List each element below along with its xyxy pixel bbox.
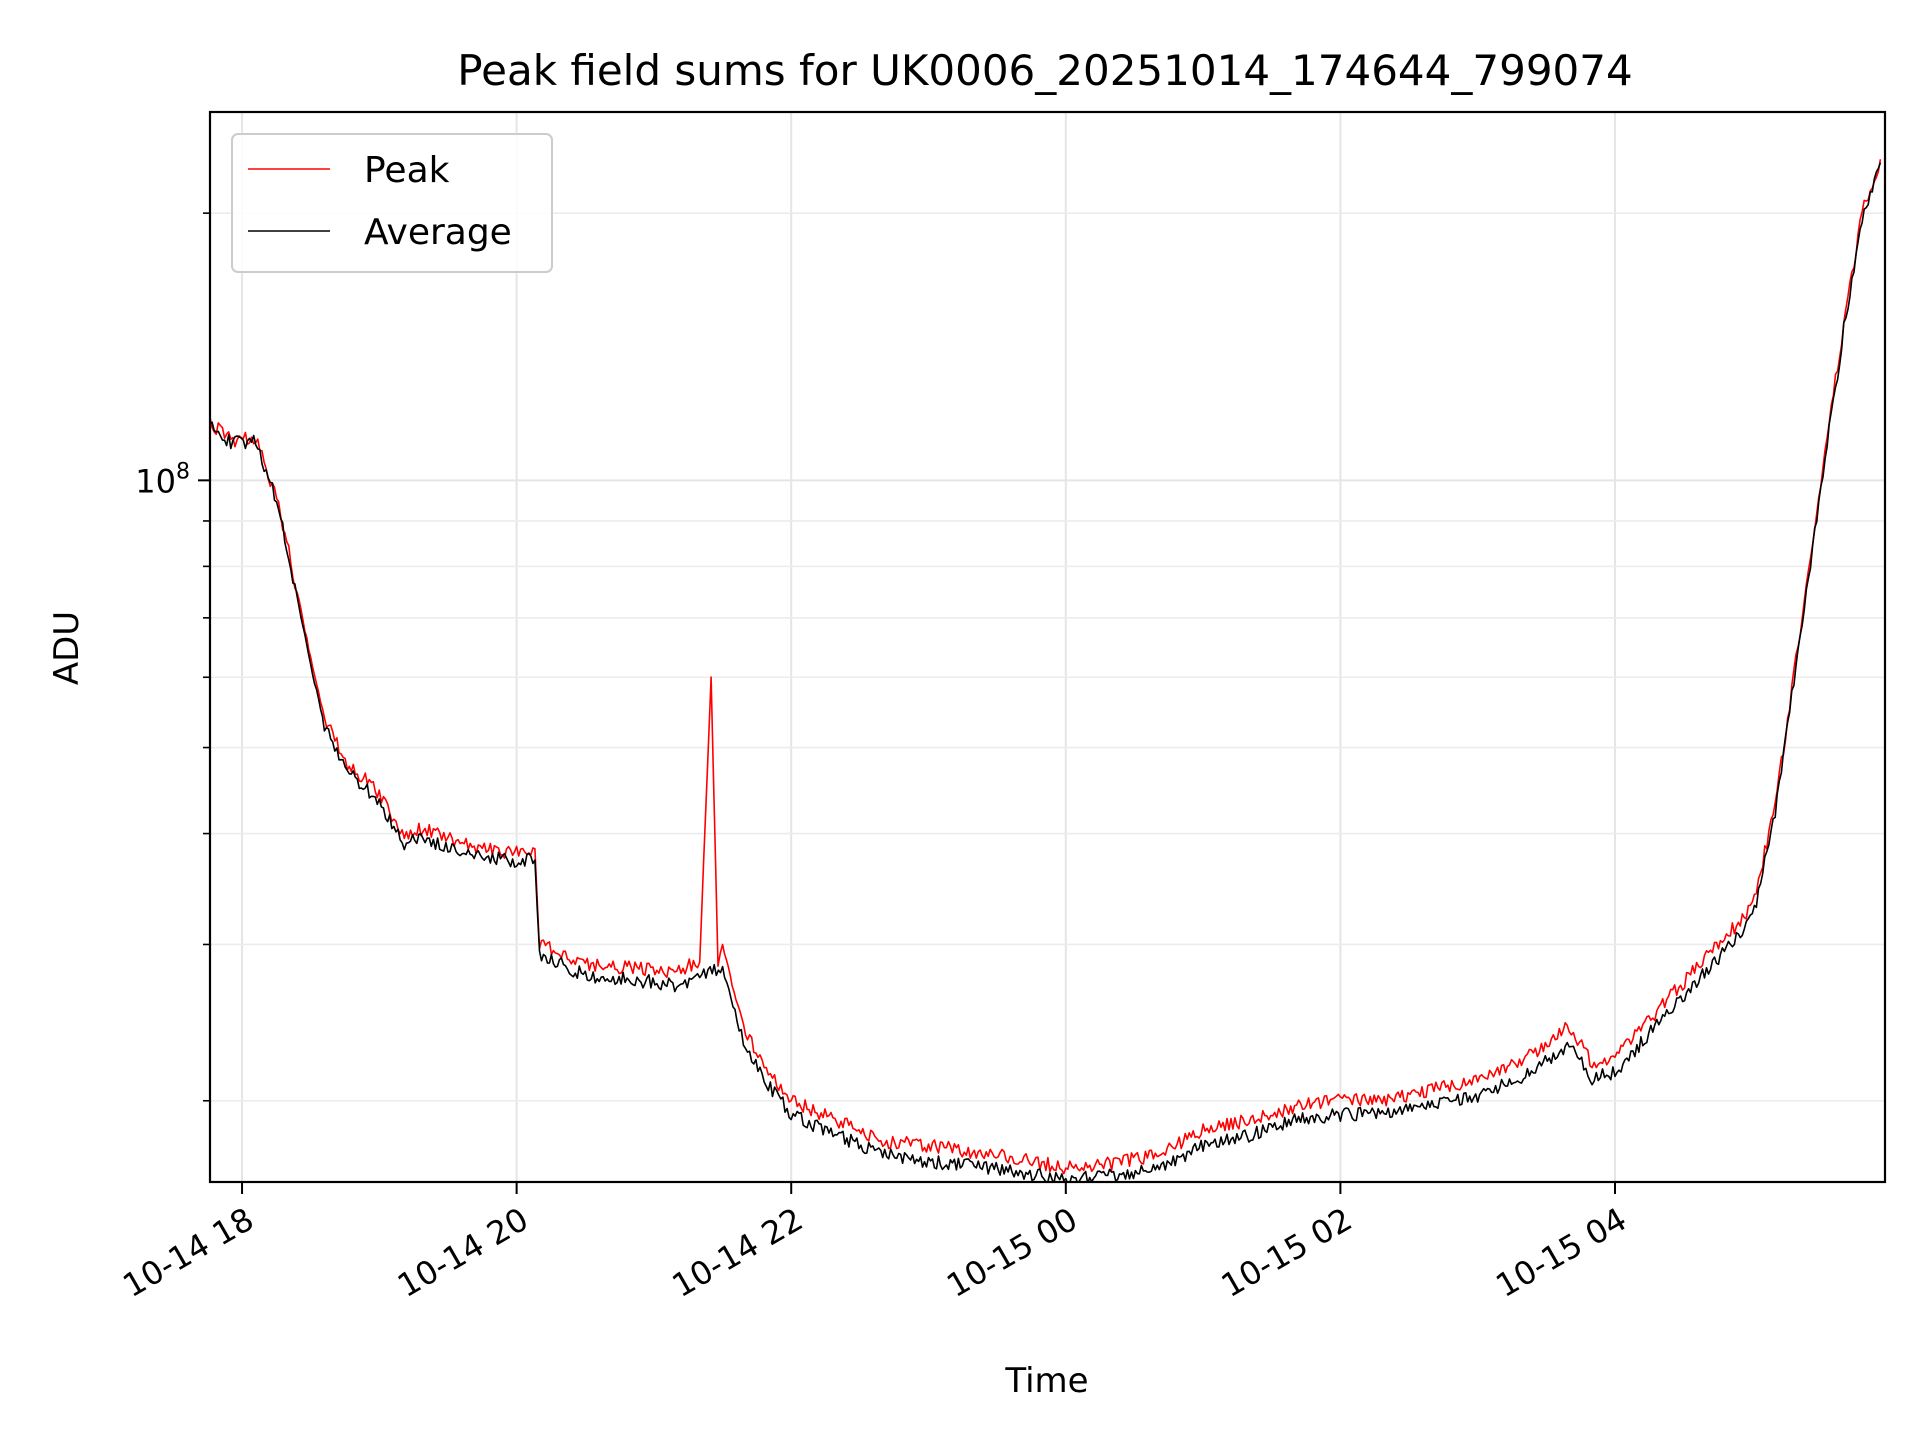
legend-label-average: Average	[364, 212, 512, 253]
y-axis-label: ADU	[47, 611, 87, 685]
plot-frame	[208, 110, 1887, 1184]
series-layer	[210, 159, 1882, 1182]
x-axis-label: Time	[1004, 1361, 1088, 1401]
series-line-peak	[210, 159, 1882, 1175]
chart-title: Peak field sums for UK0006_20251014_1746…	[457, 46, 1632, 95]
grid	[210, 112, 1885, 1182]
series-line-average	[210, 162, 1882, 1182]
legend: Peak Average	[231, 133, 553, 273]
legend-label-peak: Peak	[364, 150, 450, 191]
y-tick-label: 108	[135, 459, 190, 500]
